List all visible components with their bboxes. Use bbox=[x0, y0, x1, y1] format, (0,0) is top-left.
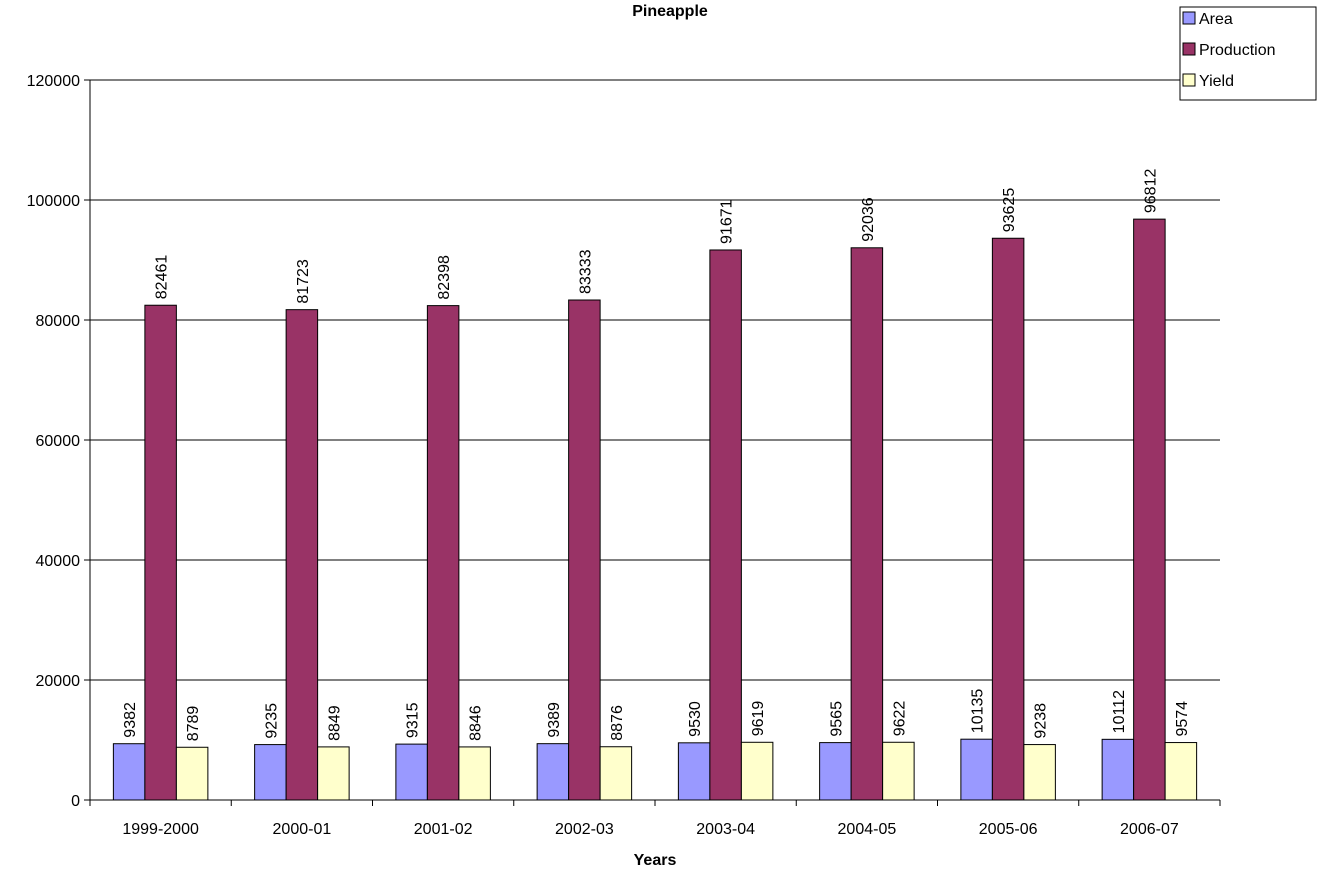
data-label: 82398 bbox=[436, 255, 453, 300]
bar-area bbox=[1101, 738, 1135, 801]
bar-area bbox=[112, 743, 146, 801]
y-tick-label: 0 bbox=[71, 793, 80, 810]
x-tick-label: 2004-05 bbox=[838, 821, 897, 838]
data-label: 8876 bbox=[609, 705, 626, 741]
bar-production bbox=[426, 305, 460, 801]
data-label: 10135 bbox=[970, 689, 987, 734]
data-label: 9382 bbox=[122, 702, 139, 738]
x-tick-label: 2001-02 bbox=[414, 821, 473, 838]
data-labels: 9382 82461 8789 9235 81723 8849 9315 82398 8846 9… bbox=[122, 169, 1191, 742]
bar-area bbox=[819, 742, 852, 801]
data-label: 9619 bbox=[750, 701, 767, 737]
y-tick-label: 20000 bbox=[36, 673, 81, 690]
y-axis-ticks: 0 20000 40000 60000 80000 100000 120000 bbox=[27, 73, 90, 810]
data-label: 9235 bbox=[263, 703, 280, 739]
bar-yield bbox=[740, 741, 774, 801]
bar-area bbox=[960, 738, 993, 801]
data-label: 9565 bbox=[828, 701, 845, 737]
legend-label: Production bbox=[1199, 42, 1276, 59]
bar-production bbox=[1133, 218, 1166, 801]
bar-area bbox=[395, 743, 428, 801]
bar-production bbox=[568, 299, 601, 801]
bar-production bbox=[850, 247, 884, 801]
chart-title: Pineapple bbox=[632, 3, 708, 20]
x-tick-label: 2000-01 bbox=[273, 821, 332, 838]
bar-yield bbox=[458, 746, 491, 801]
bar-yield bbox=[317, 746, 350, 801]
x-tick-label: 2002-03 bbox=[555, 821, 614, 838]
bar-yield bbox=[599, 746, 633, 801]
bar-area bbox=[677, 742, 711, 801]
data-label: 91671 bbox=[719, 199, 736, 244]
x-axis-ticks: 1999-2000 2000-01 2001-02 2002-03 2003-04 200… bbox=[89, 800, 1221, 838]
data-label: 96812 bbox=[1142, 169, 1159, 214]
y-tick-label: 40000 bbox=[36, 553, 81, 570]
data-label: 9574 bbox=[1174, 701, 1191, 737]
bar-yield bbox=[1164, 742, 1198, 801]
bar-yield bbox=[175, 746, 209, 801]
bar-yield bbox=[1023, 744, 1056, 801]
bar-yield bbox=[882, 741, 915, 801]
data-label: 9530 bbox=[687, 701, 704, 737]
bar-production bbox=[709, 249, 742, 801]
data-label: 83333 bbox=[577, 249, 594, 294]
legend-box bbox=[1179, 6, 1317, 101]
data-label: 93625 bbox=[1001, 188, 1018, 233]
data-label: 9389 bbox=[546, 702, 563, 738]
bar-production bbox=[285, 309, 319, 801]
x-axis-title: Years bbox=[634, 852, 677, 869]
gridlines bbox=[90, 79, 1220, 681]
bar-production bbox=[991, 237, 1025, 801]
y-tick-label: 60000 bbox=[36, 433, 81, 450]
legend-swatch-yield bbox=[1182, 73, 1196, 87]
x-tick-label: 2005-06 bbox=[979, 821, 1038, 838]
data-label: 8789 bbox=[185, 706, 202, 742]
data-label: 92036 bbox=[860, 197, 877, 242]
data-label: 81723 bbox=[295, 259, 312, 304]
data-label: 8846 bbox=[468, 705, 485, 741]
y-tick-label: 100000 bbox=[27, 193, 80, 210]
x-tick-label: 2003-04 bbox=[696, 821, 755, 838]
data-label: 9622 bbox=[891, 701, 908, 737]
legend-label: Yield bbox=[1199, 73, 1234, 90]
y-tick-label: 120000 bbox=[27, 73, 80, 90]
y-tick-label: 80000 bbox=[36, 313, 81, 330]
legend-swatch-production bbox=[1182, 42, 1196, 56]
x-tick-label: 2006-07 bbox=[1120, 821, 1179, 838]
data-label: 10112 bbox=[1111, 690, 1128, 733]
legend: Area Production Yield bbox=[1179, 6, 1317, 101]
bar-area bbox=[254, 744, 287, 801]
bars bbox=[112, 218, 1198, 801]
legend-swatch-area bbox=[1182, 11, 1196, 25]
bar-production bbox=[144, 304, 177, 801]
data-label: 82461 bbox=[154, 255, 171, 300]
data-label: 9315 bbox=[405, 702, 422, 738]
data-label: 8849 bbox=[326, 705, 343, 741]
data-label: 9238 bbox=[1033, 703, 1050, 739]
x-tick-label: 1999-2000 bbox=[122, 821, 199, 838]
legend-label: Area bbox=[1199, 11, 1233, 28]
bar-area bbox=[536, 743, 570, 801]
